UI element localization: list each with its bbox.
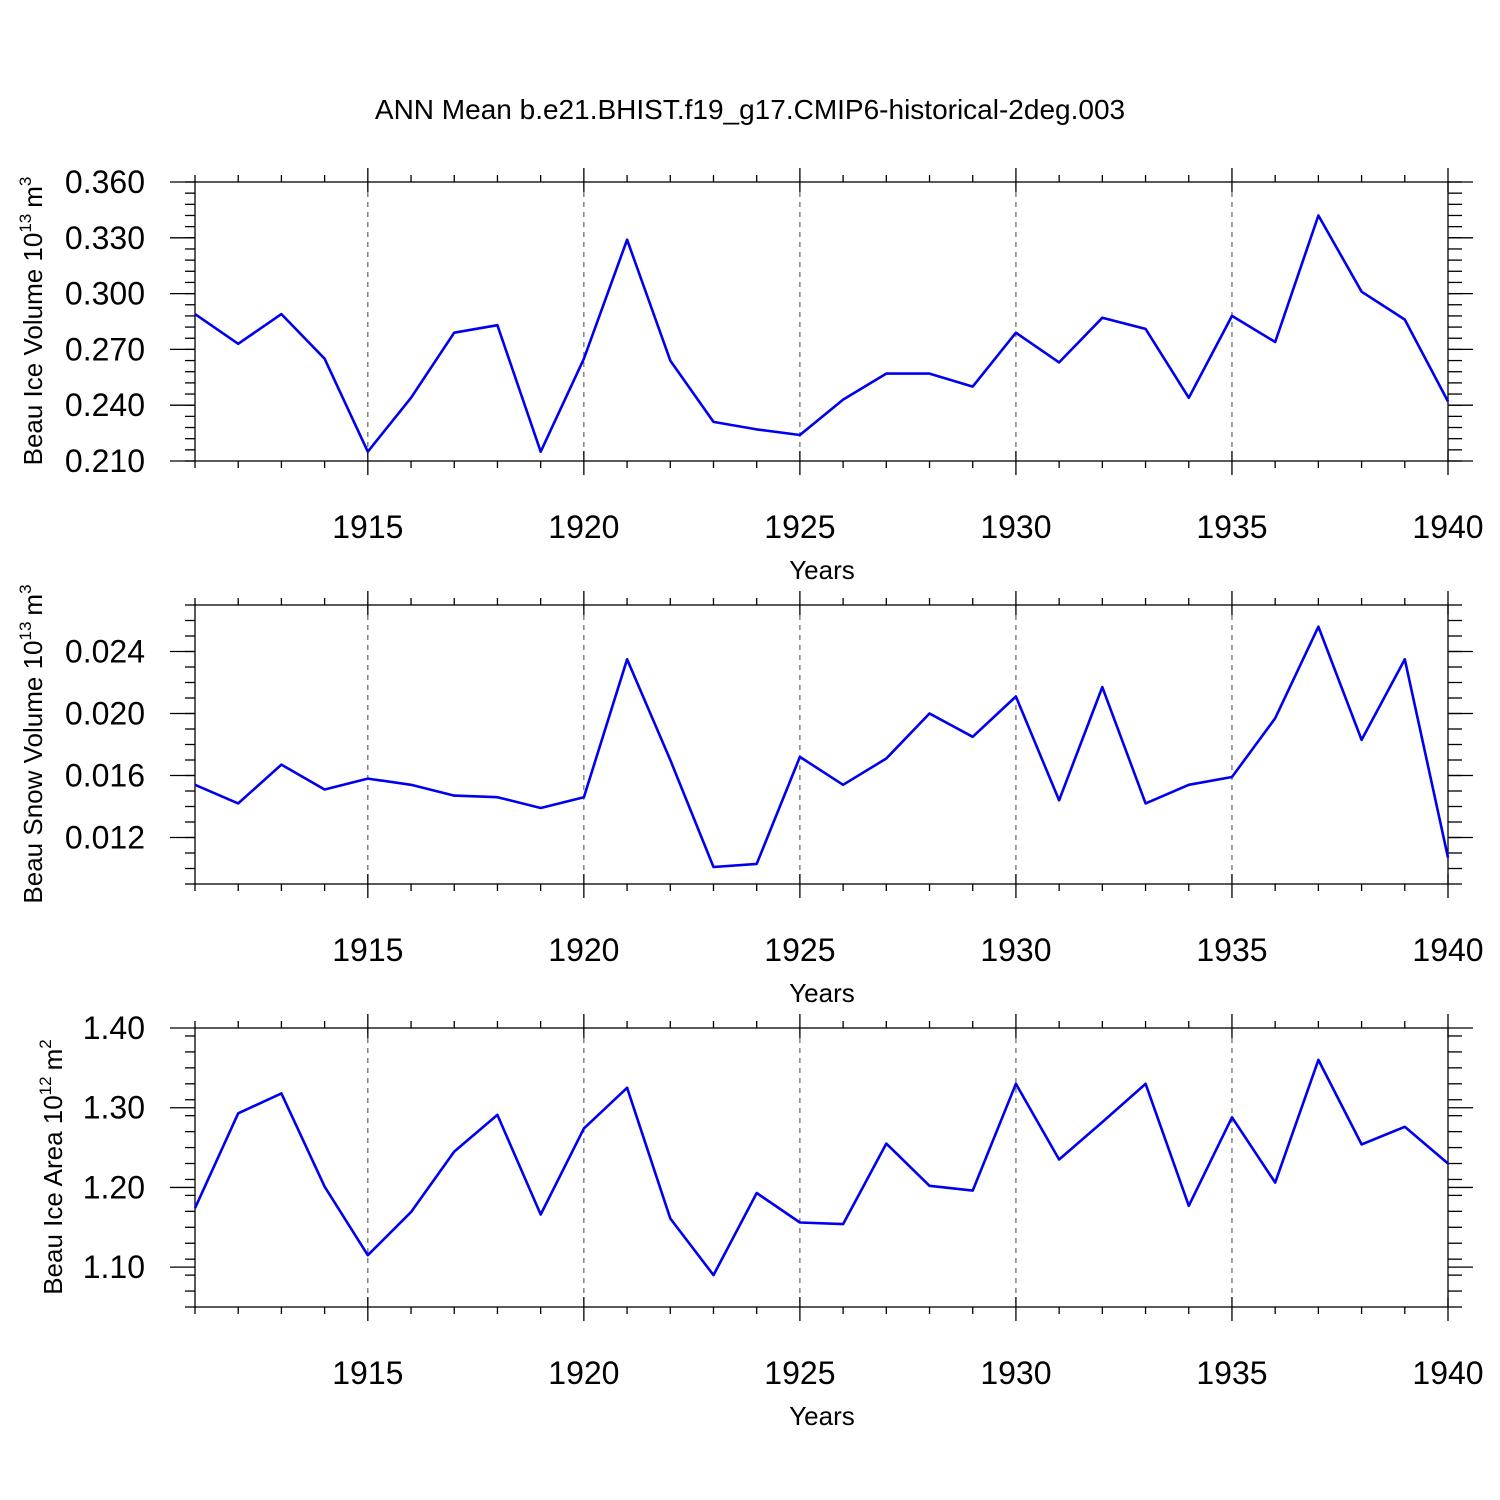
x-tick-label: 1920 [548,1355,619,1391]
y-axis-unit: m [18,186,48,208]
plot-frame [194,1027,1449,1308]
y-axis-unit: m [38,1049,68,1071]
x-tick-label: 1915 [332,932,403,968]
y-tick-labels: 0.360 0.330 0.300 0.270 0.240 0.210 [65,164,145,479]
y-axis-quantity: Beau Ice Area [38,1131,68,1295]
x-tick-label: 1940 [1412,932,1483,968]
y-axis-unit-power: 3 [16,177,35,186]
y-axis-quantity: Beau Snow Volume [18,677,48,904]
x-axis-title: Years [789,555,855,585]
x-tick-label: 1930 [980,509,1051,545]
panel-snow-volume: 0.024 0.020 0.016 0.012 1915 1920 1925 1930 193… [16,584,1484,1008]
y-tick-label: 0.330 [65,220,145,256]
x-tick-label: 1925 [764,932,835,968]
y-axis-title: Beau Snow Volume 1013 m3 [16,584,48,903]
y-axis-unit-base: 10 [18,233,48,262]
y-axis-unit-exponent: 13 [16,214,35,233]
y-axis-unit: m [18,594,48,616]
y-tick-label: 0.240 [65,387,145,423]
panel-ice-area: 1.40 1.30 1.20 1.10 1915 1920 1925 1930 1935 194… [36,1010,1484,1431]
grid-lines [367,182,1233,461]
y-tick-label: 0.024 [65,634,145,670]
y-tick-label: 0.360 [65,164,145,200]
x-tick-labels: 1915 1920 1925 1930 1935 1940 [332,932,1483,968]
ice-area-line [193,1058,1449,1277]
x-tick-label: 1925 [764,1355,835,1391]
x-tick-label: 1920 [548,509,619,545]
y-axis-unit-exponent: 12 [36,1076,55,1095]
x-tick-label: 1940 [1412,509,1483,545]
y-axis-unit-base: 10 [38,1095,68,1124]
tick-marks [170,1014,1473,1321]
y-tick-label: 0.016 [65,758,145,794]
tick-marks [170,591,1473,898]
x-tick-labels: 1915 1920 1925 1930 1935 1940 [332,1355,1483,1391]
x-axis-title: Years [789,978,855,1008]
x-tick-label: 1935 [1196,932,1267,968]
y-axis-unit-base: 10 [18,640,48,669]
y-axis-quantity: Beau Ice Volume [18,269,48,466]
y-axis-title: Beau Ice Volume 1013 m3 [16,177,48,466]
grid-lines [367,1028,1233,1307]
plot-frame [194,604,1449,885]
grid-lines [367,605,1233,884]
y-tick-label: 0.012 [65,820,145,856]
y-tick-labels: 1.40 1.30 1.20 1.10 [83,1010,145,1285]
chart-title: ANN Mean b.e21.BHIST.f19_g17.CMIP6-histo… [375,94,1125,125]
y-axis-unit-power: 3 [16,584,35,593]
y-axis-unit-exponent: 13 [16,622,35,641]
y-tick-label: 1.20 [83,1169,145,1205]
plot-frame [194,181,1449,462]
y-tick-label: 0.020 [65,696,145,732]
y-tick-label: 1.30 [83,1090,145,1126]
x-tick-label: 1930 [980,1355,1051,1391]
y-tick-label: 1.10 [83,1249,145,1285]
x-tick-label: 1920 [548,932,619,968]
y-tick-labels: 0.024 0.020 0.016 0.012 [65,634,145,856]
y-axis-unit-power: 2 [36,1039,55,1048]
x-tick-labels: 1915 1920 1925 1930 1935 1940 [332,509,1483,545]
x-tick-label: 1930 [980,932,1051,968]
y-tick-label: 0.210 [65,443,145,479]
x-tick-label: 1925 [764,509,835,545]
tick-marks [170,168,1473,475]
x-axis-title: Years [789,1401,855,1431]
ice-volume-line [194,214,1450,454]
y-axis-title: Beau Ice Area 1012 m2 [36,1039,68,1295]
x-tick-label: 1935 [1196,509,1267,545]
y-tick-label: 1.40 [83,1010,145,1046]
y-tick-label: 0.300 [65,276,145,312]
x-tick-label: 1940 [1412,1355,1483,1391]
x-tick-label: 1915 [332,509,403,545]
y-tick-label: 0.270 [65,331,145,367]
x-tick-label: 1915 [332,1355,403,1391]
x-tick-label: 1935 [1196,1355,1267,1391]
snow-volume-line [194,625,1450,869]
